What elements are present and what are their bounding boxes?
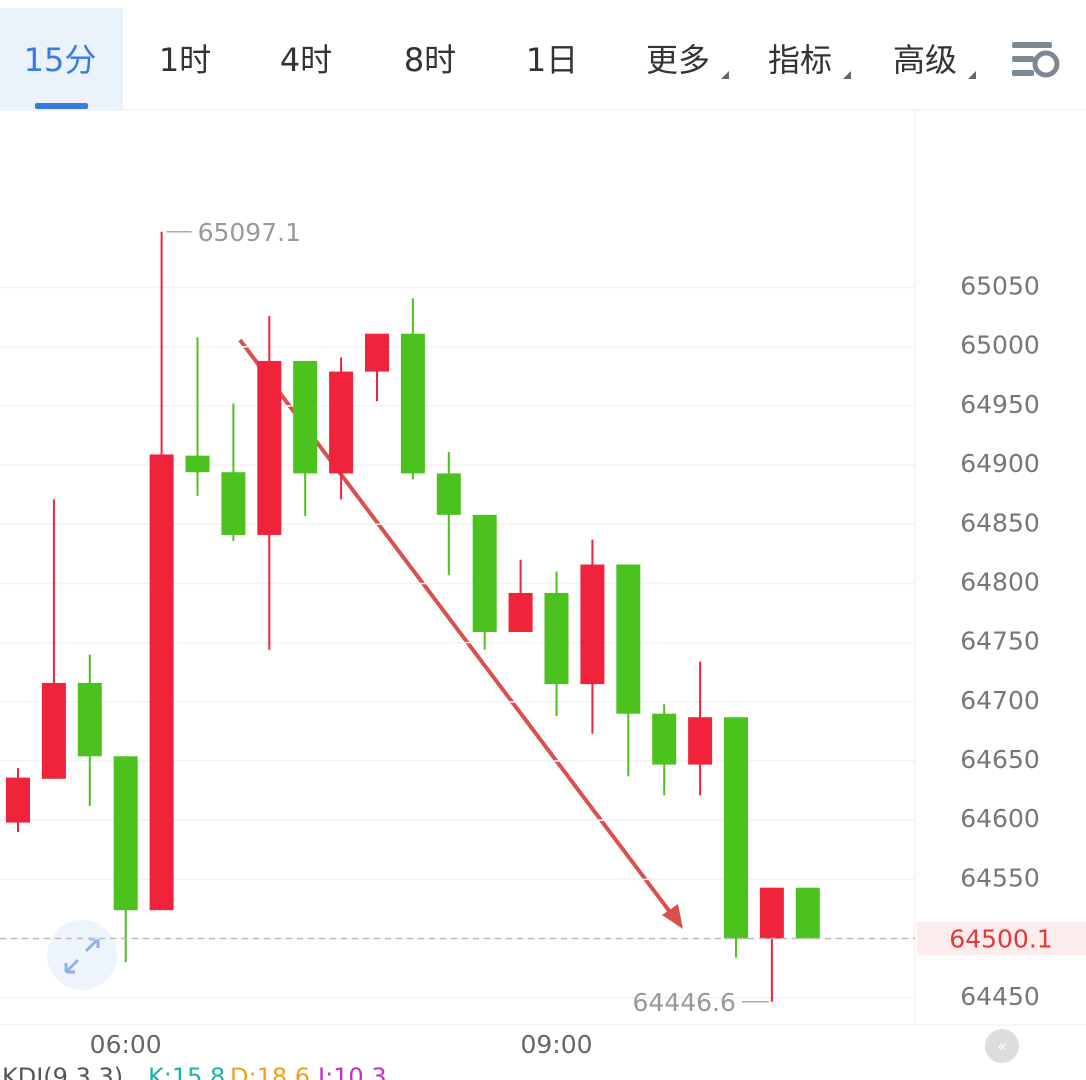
candle-body bbox=[293, 360, 318, 474]
candle-body bbox=[759, 887, 784, 939]
expand-button[interactable] bbox=[47, 920, 117, 990]
active-tab-indicator bbox=[35, 103, 88, 109]
y-tick-label: 64900 bbox=[960, 449, 1040, 478]
x-tick-label: 09:00 bbox=[520, 1030, 592, 1059]
candle-body bbox=[41, 682, 66, 779]
trend-arrowhead bbox=[662, 904, 683, 929]
candle-body bbox=[652, 713, 677, 765]
timeframe-tab[interactable]: 指标 bbox=[768, 41, 832, 79]
candle-body bbox=[221, 472, 246, 535]
y-tick-label: 64450 bbox=[960, 982, 1040, 1011]
candle-body bbox=[688, 717, 713, 765]
timeframe-tab[interactable]: 15分 bbox=[24, 41, 97, 79]
timeframe-tab[interactable]: 1日 bbox=[526, 41, 578, 79]
candle-body bbox=[508, 592, 533, 633]
timeframe-tab[interactable]: 4时 bbox=[280, 41, 332, 79]
candle-body bbox=[6, 777, 30, 823]
candle-body bbox=[724, 717, 748, 939]
timeframe-tab[interactable]: 更多 bbox=[646, 41, 710, 79]
candle-body bbox=[544, 592, 569, 685]
timeframe-tab[interactable]: 1时 bbox=[159, 41, 211, 79]
y-tick-label: 65050 bbox=[960, 272, 1040, 301]
candle-body bbox=[77, 682, 102, 757]
indicator-value: K:15.8 bbox=[148, 1063, 225, 1080]
scroll-end-icon: « bbox=[997, 1037, 1007, 1056]
candle-body bbox=[472, 514, 497, 633]
y-tick-label: 64850 bbox=[960, 508, 1040, 537]
candle-body bbox=[329, 371, 354, 474]
last-price-bg bbox=[917, 921, 1086, 956]
y-tick-label: 64800 bbox=[960, 567, 1040, 596]
y-tick-label: 65000 bbox=[960, 331, 1040, 360]
indicator-value: J:10.3 bbox=[316, 1063, 387, 1080]
max-label: 65097.1 bbox=[198, 218, 301, 247]
candle-body bbox=[400, 333, 425, 474]
candle-body bbox=[436, 473, 461, 515]
candle-body bbox=[113, 756, 138, 911]
dropdown-caret bbox=[843, 71, 851, 79]
y-tick-label: 64600 bbox=[960, 804, 1040, 833]
candle-body bbox=[257, 360, 282, 535]
y-tick-label: 64950 bbox=[960, 390, 1040, 419]
min-label: 64446.6 bbox=[633, 988, 736, 1017]
candle-body bbox=[149, 454, 174, 911]
dropdown-caret bbox=[721, 71, 729, 79]
candle-body bbox=[365, 333, 389, 372]
y-tick-label: 64700 bbox=[960, 686, 1040, 715]
y-tick-label: 64750 bbox=[960, 627, 1040, 656]
timeframe-tab[interactable]: 高级 bbox=[893, 41, 957, 79]
indicator-value: D:18.6 bbox=[230, 1063, 310, 1080]
scroll-end-button[interactable] bbox=[985, 1029, 1019, 1063]
expand-icon bbox=[64, 937, 100, 974]
settings-icon[interactable] bbox=[1012, 42, 1060, 78]
y-tick-label: 64650 bbox=[960, 745, 1040, 774]
active-tab-bg bbox=[0, 8, 123, 110]
candle-body bbox=[616, 564, 641, 714]
last-price-label: 64500.1 bbox=[949, 924, 1052, 953]
candle-body bbox=[580, 564, 605, 685]
dropdown-caret bbox=[968, 71, 976, 79]
candle-body bbox=[795, 887, 820, 939]
indicator-name: KDJ(9,3,3) bbox=[2, 1063, 123, 1080]
y-tick-label: 64550 bbox=[960, 863, 1040, 892]
x-tick-label: 06:00 bbox=[90, 1030, 162, 1059]
candle-body bbox=[185, 455, 210, 473]
timeframe-tab[interactable]: 8时 bbox=[404, 41, 456, 79]
